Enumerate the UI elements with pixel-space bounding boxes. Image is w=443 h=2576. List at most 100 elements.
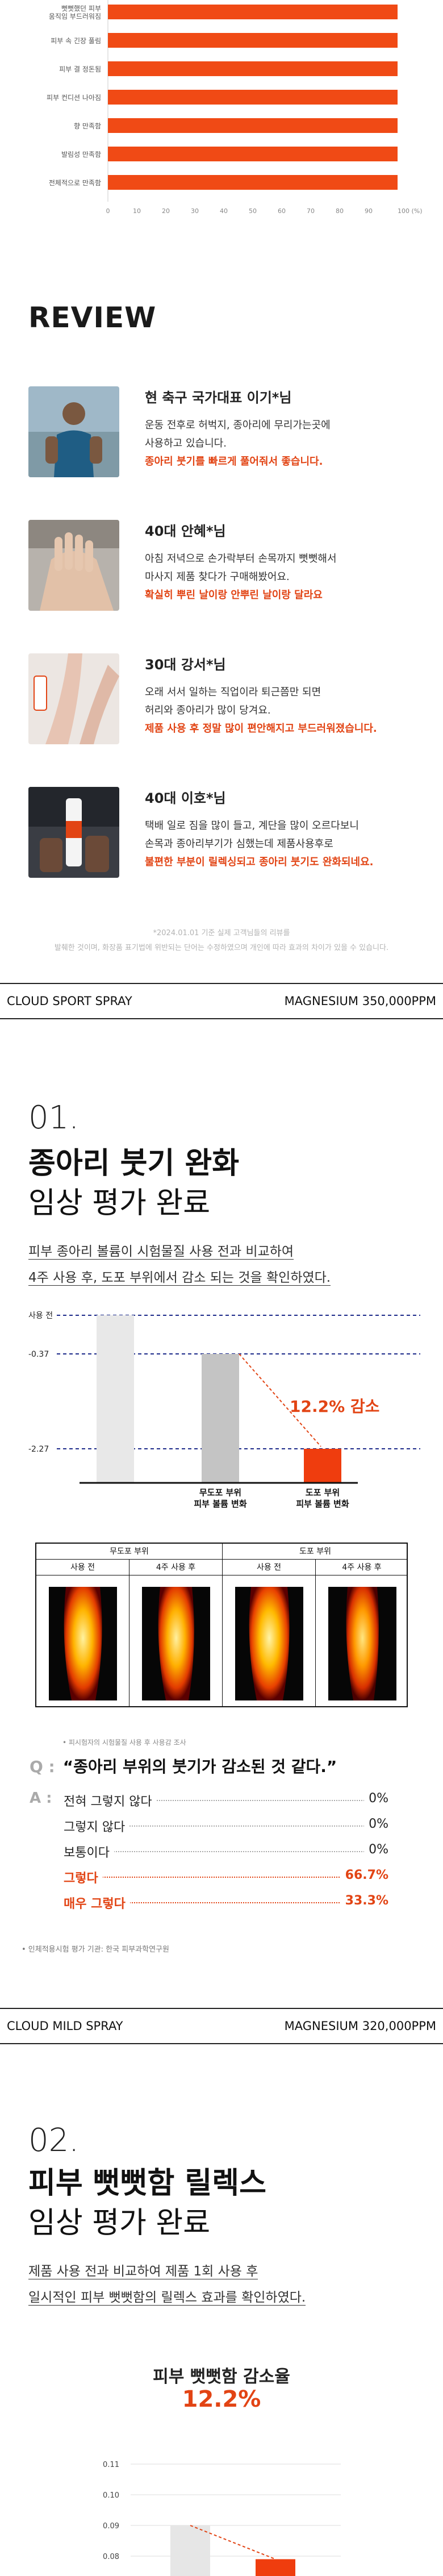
ir-thermal-image	[142, 1587, 210, 1700]
table-group-header: 도포 부위	[223, 1544, 408, 1560]
answer-value: 0%	[364, 1791, 388, 1806]
ir-cell	[129, 1575, 223, 1707]
category-label: 향 만족함	[74, 122, 101, 130]
answer-value: 33.3%	[340, 1894, 388, 1908]
review-text: 허리와 종아리가 많이 당겨요.	[145, 705, 271, 716]
question-text: “종아리 부위의 붓기가 감소된 것 같다.”	[62, 1757, 337, 1776]
category-label: 움직임 부드러워짐	[49, 12, 101, 20]
chart-headline-value: 12.2%	[182, 2386, 261, 2412]
section-number: 01.	[28, 1099, 80, 1136]
category-label: 전체적으로 만족함	[49, 179, 101, 187]
chart-title: 피부 뻣뻣함 감소율	[153, 2367, 290, 2387]
answer-text: 매우 그렇다	[64, 1894, 130, 1912]
y-tick-label: 0.11	[103, 2461, 119, 2469]
review-highlight: 종아리 붓기를 빠르게 풀어줘서 좋습니다.	[145, 456, 323, 468]
table-column-header: 사용 전	[223, 1560, 316, 1575]
reference-label: -0.37	[28, 1350, 49, 1359]
leader-dots	[64, 1825, 387, 1827]
section-description: 제품 사용 전과 비교하여 제품 1회 사용 후 일시적인 피부 뻣뻣함의 릴렉…	[28, 2258, 306, 2311]
answer-value: 0%	[364, 1843, 388, 1857]
description-line: 피부 종아리 볼륨이 시험물질 사용 전과 비교하여	[28, 1244, 294, 1260]
y-tick-label: 0.09	[103, 2522, 119, 2531]
leader-dots	[64, 1877, 387, 1878]
review-item: 40대 안혜*님 아침 저녁으로 손가락부터 손목까지 뻣뻣해서 마사지 제품 …	[28, 520, 420, 616]
survey-question: Q : “종아리 부위의 붓기가 감소된 것 같다.”	[30, 1754, 337, 1777]
review-photo-product	[28, 787, 119, 878]
tick-label: 50	[249, 207, 257, 215]
review-highlight: 불편한 부분이 릴렉싱되고 종아리 붓기도 완화되네요.	[145, 856, 374, 868]
ir-thermal-image	[49, 1587, 117, 1700]
category-label: 피부 속 긴장 풀림	[51, 37, 101, 45]
review-text: 마사지 제품 찾다가 구매해봤어요.	[145, 571, 290, 583]
review-photo-soccer-player	[28, 386, 119, 477]
reviewer-name: 30대 강서*님	[145, 657, 226, 673]
review-highlight: 제품 사용 후 정말 많이 편안해지고 부드러워졌습니다.	[145, 723, 377, 735]
tick-label: 90	[365, 207, 373, 215]
tick-label: 60	[278, 207, 286, 215]
bar	[170, 2525, 210, 2576]
table-column-header: 사용 전	[36, 1560, 129, 1575]
ir-cell	[316, 1575, 408, 1707]
ir-cell	[223, 1575, 316, 1707]
review-text: 사용하고 있습니다.	[145, 437, 227, 449]
description-line: 제품 사용 전과 비교하여 제품 1회 사용 후	[28, 2264, 258, 2279]
product-name: CLOUD SPORT SPRAY	[7, 994, 132, 1008]
product-spec: MAGNESIUM 320,000PPM	[284, 2019, 436, 2033]
answer-text: 그렇다	[64, 1868, 103, 1886]
review-item: 현 축구 국가대표 이기*님 운동 전후로 허벅지, 종아리에 무리가는곳에 사…	[28, 386, 420, 483]
reviewer-name: 현 축구 국가대표 이기*님	[145, 390, 292, 406]
product-spec: MAGNESIUM 350,000PPM	[284, 994, 436, 1008]
tick-label: 10	[133, 207, 141, 215]
ir-image-table: 무도포 부위 도포 부위 사용 전 4주 사용 후 사용 전 4주 사용 후	[35, 1543, 408, 1707]
bar	[256, 2559, 295, 2576]
bar	[108, 61, 398, 76]
bar	[202, 1354, 239, 1483]
table-column-header: 4주 사용 후	[129, 1560, 223, 1575]
review-item: 30대 강서*님 오래 서서 일하는 직업이라 퇴근쯤만 되면 허리와 종아리가…	[28, 653, 420, 750]
category-label: 피부 컨디션 나아짐	[47, 94, 101, 102]
review-text: 오래 서서 일하는 직업이라 퇴근쯤만 되면	[145, 686, 321, 698]
bar	[108, 33, 398, 48]
category-label: 피부 결 정돈됨	[59, 65, 101, 73]
review-text: 손목과 종아리부기가 심했는데 제품사용후로	[145, 838, 333, 850]
reference-label: 사용 전	[28, 1311, 53, 1320]
category-label: 발림성 만족함	[61, 151, 101, 159]
review-highlight: 확실히 뿌린 날이랑 안뿌린 날이랑 달라요	[145, 589, 323, 601]
survey-answer-row: 매우 그렇다 33.3%	[64, 1894, 388, 1912]
answer-label: A :	[30, 1790, 52, 1807]
bar-caption: 무도포 부위	[199, 1487, 241, 1498]
review-text: 택배 일로 짐을 많이 들고, 계단을 많이 오르다보니	[145, 820, 359, 832]
y-tick-label: 0.08	[103, 2553, 119, 2561]
table-group-header: 무도포 부위	[36, 1544, 223, 1560]
tick-label: 0	[106, 207, 110, 215]
tick-label: 20	[162, 207, 170, 215]
bar	[108, 175, 398, 190]
review-disclaimer: *2024.01.01 기준 실제 고객님들의 리뷰를 발췌한 것이며, 화장품…	[0, 926, 443, 956]
product-name: CLOUD MILD SPRAY	[7, 2019, 123, 2033]
bar	[304, 1449, 341, 1483]
answer-value: 0%	[364, 1817, 388, 1831]
ir-thermal-image	[235, 1587, 303, 1700]
section-title: 피부 뻣뻣함 릴렉스	[28, 2166, 266, 2200]
leader-dots	[64, 1902, 387, 1903]
review-text: 아침 저녁으로 손가락부터 손목까지 뻣뻣해서	[145, 553, 337, 565]
stiffness-reduction-chart: 0.110.100.090.080.07	[103, 2461, 341, 2576]
tick-label: 80	[336, 207, 344, 215]
review-heading: REVIEW	[28, 301, 157, 334]
reference-label: -2.27	[28, 1445, 49, 1454]
reduction-label: 12.2% 감소	[290, 1397, 379, 1416]
tick-label: 70	[307, 207, 315, 215]
description-line: 4주 사용 후, 도포 부위에서 감소 되는 것을 확인하였다.	[28, 1270, 331, 1286]
disclaimer-line: 발췌한 것이며, 화장품 표기법에 위반되는 단어는 수정하였으며 개인에 따라…	[54, 944, 389, 952]
bar	[108, 90, 398, 105]
section-title: 종아리 붓기 완화	[28, 1147, 240, 1181]
question-label: Q :	[30, 1757, 55, 1776]
ir-cell	[36, 1575, 129, 1707]
y-tick-label: 0.10	[103, 2491, 119, 2500]
bar	[108, 147, 398, 161]
product-header-bar: CLOUD SPORT SPRAY MAGNESIUM 350,000PPM	[0, 983, 443, 1019]
table-column-header: 4주 사용 후	[316, 1560, 408, 1575]
bar	[108, 5, 398, 19]
product-header-bar: CLOUD MILD SPRAY MAGNESIUM 320,000PPM	[0, 2008, 443, 2044]
